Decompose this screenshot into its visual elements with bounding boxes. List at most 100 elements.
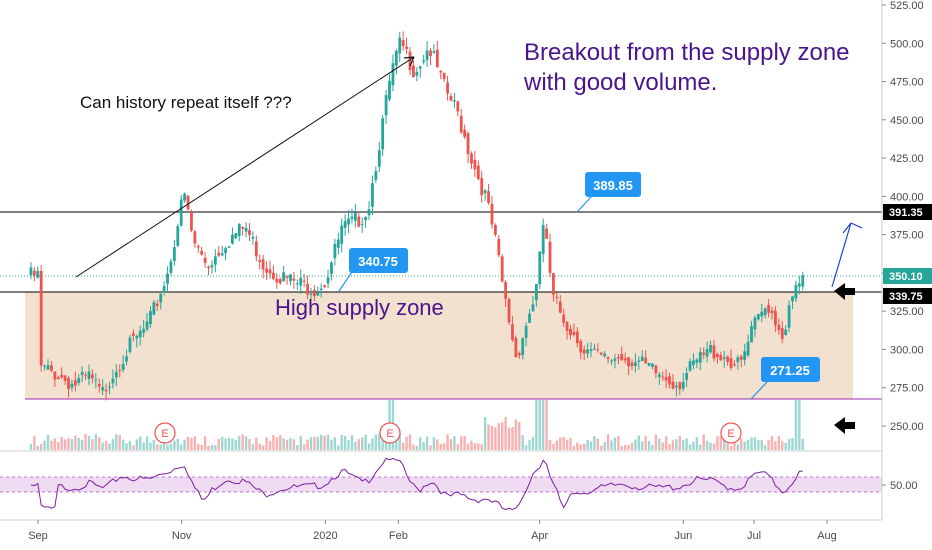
candle-body bbox=[661, 376, 665, 378]
volume-bar bbox=[190, 437, 193, 450]
time-tick-label: Sep bbox=[28, 530, 48, 542]
volume-bar bbox=[757, 440, 760, 450]
candle-body bbox=[50, 365, 53, 371]
level-label-350-bg bbox=[883, 268, 932, 284]
volume-bar bbox=[224, 438, 227, 450]
volume-bar bbox=[36, 445, 39, 450]
volume-bar bbox=[166, 444, 169, 450]
candle-body bbox=[241, 227, 245, 229]
volume-bar bbox=[688, 444, 692, 450]
volume-bar bbox=[350, 435, 354, 450]
volume-bar bbox=[132, 445, 135, 450]
volume-bar bbox=[367, 443, 371, 450]
candle-body bbox=[589, 349, 593, 351]
volume-bar bbox=[401, 442, 405, 450]
callout-389: 389.85 bbox=[576, 172, 641, 213]
candle-body bbox=[514, 338, 518, 358]
candle-body bbox=[483, 190, 487, 194]
volume-bar bbox=[422, 442, 425, 450]
volume-bar bbox=[586, 439, 589, 450]
candle-body bbox=[104, 389, 108, 392]
candle-body bbox=[398, 37, 402, 54]
volume-bar bbox=[118, 434, 121, 450]
candle-body bbox=[357, 216, 361, 227]
volume-bar bbox=[442, 443, 446, 450]
candle-body bbox=[555, 296, 559, 298]
candle-body bbox=[453, 100, 456, 102]
candle-body bbox=[282, 272, 286, 282]
level-label-350: 350.10 bbox=[883, 268, 932, 284]
candle-body bbox=[521, 338, 525, 356]
volume-bar bbox=[562, 437, 565, 450]
volume-bar bbox=[726, 443, 729, 450]
candle-body bbox=[569, 328, 572, 336]
candle-body bbox=[442, 72, 446, 80]
volume-bar bbox=[220, 436, 224, 450]
volume-bar bbox=[309, 437, 313, 450]
volume-bar bbox=[658, 438, 661, 450]
earnings-marker-1[interactable]: E bbox=[154, 422, 176, 444]
candle-body bbox=[774, 310, 777, 326]
earnings-marker-2-text: E bbox=[386, 428, 393, 440]
volume-bar bbox=[316, 436, 320, 450]
candle-body bbox=[350, 216, 354, 219]
candle-body bbox=[787, 305, 791, 328]
candle-body bbox=[248, 230, 251, 235]
candle-body bbox=[630, 362, 634, 367]
volume-bar bbox=[231, 438, 234, 450]
trend-arrow-line bbox=[75, 56, 415, 278]
candle-body bbox=[705, 349, 709, 357]
volume-bar bbox=[145, 436, 149, 450]
volume-bar bbox=[251, 444, 255, 450]
volume-bar bbox=[91, 439, 94, 450]
volume-bar bbox=[275, 437, 279, 450]
callout-340: 340.75 bbox=[338, 248, 408, 292]
candle-body bbox=[664, 377, 668, 381]
candle-body bbox=[548, 241, 552, 273]
candle-body bbox=[767, 304, 770, 313]
volume-bar bbox=[378, 434, 381, 450]
volume-bar bbox=[634, 439, 637, 450]
candle-body bbox=[213, 256, 217, 265]
time-axis: Sep Nov 2020 Feb Apr Jun Jul Aug bbox=[28, 520, 837, 542]
candle-body bbox=[674, 385, 678, 388]
volume-bar bbox=[292, 439, 296, 450]
volume-bars bbox=[29, 400, 804, 450]
callout-389-bg bbox=[585, 172, 641, 197]
candle-body bbox=[654, 365, 658, 374]
candle-body bbox=[459, 115, 463, 133]
level-label-391: 391.35 bbox=[883, 204, 932, 220]
supply-zone bbox=[25, 292, 853, 399]
candle-body bbox=[166, 273, 169, 284]
volume-bar bbox=[381, 439, 384, 450]
price-tick-label: 525.00 bbox=[890, 0, 924, 12]
candle-body bbox=[91, 374, 94, 379]
candle-body bbox=[606, 357, 610, 359]
earnings-marker-3[interactable]: E bbox=[720, 422, 742, 444]
volume-bar bbox=[330, 439, 333, 450]
volume-bar bbox=[589, 441, 593, 450]
candle-body bbox=[394, 50, 398, 66]
candle-body bbox=[446, 82, 449, 94]
candle-body bbox=[579, 340, 583, 353]
volume-bar bbox=[695, 437, 699, 450]
volume-bar bbox=[80, 439, 84, 450]
candle-body bbox=[463, 129, 467, 137]
earnings-marker-2[interactable]: E bbox=[379, 422, 401, 444]
candle-body bbox=[613, 358, 617, 361]
callout-340-text: 340.75 bbox=[358, 254, 398, 269]
pointer-arrow-zone bbox=[834, 283, 855, 300]
volume-bar bbox=[750, 437, 753, 450]
candle-body bbox=[377, 150, 381, 167]
candle-body bbox=[73, 380, 77, 386]
candle-body bbox=[719, 355, 723, 361]
candle-body bbox=[644, 357, 648, 364]
candle-body bbox=[418, 66, 422, 69]
volume-bar bbox=[661, 442, 664, 450]
volume-bar bbox=[439, 443, 442, 450]
candle-body bbox=[476, 165, 480, 179]
candle-body bbox=[56, 377, 60, 380]
volume-bar bbox=[613, 437, 617, 450]
volume-bar bbox=[668, 444, 671, 450]
